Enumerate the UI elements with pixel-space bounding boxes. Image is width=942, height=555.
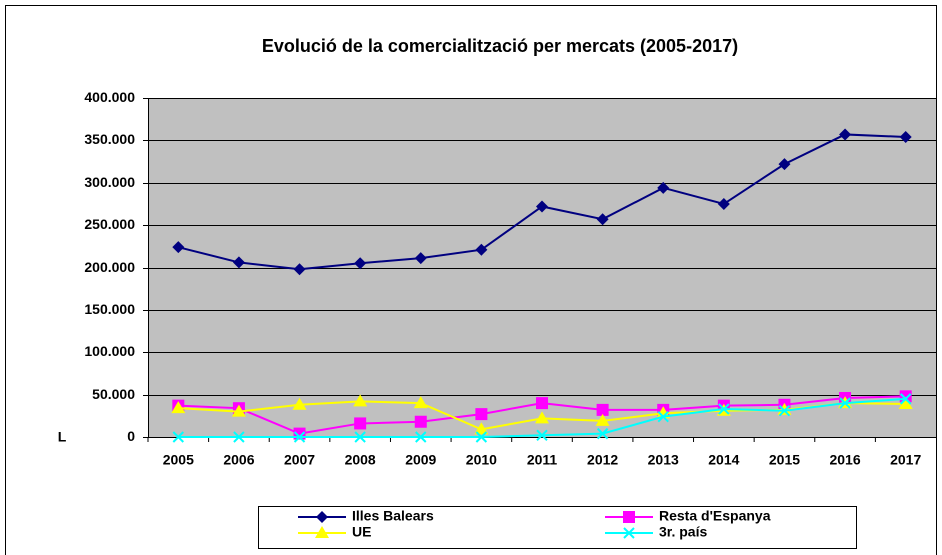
marker bbox=[292, 397, 307, 410]
x-tick-label: 2009 bbox=[405, 452, 436, 468]
marker bbox=[657, 181, 670, 194]
marker bbox=[536, 397, 548, 410]
marker bbox=[596, 427, 609, 440]
marker bbox=[293, 431, 306, 443]
marker bbox=[231, 404, 246, 417]
marker bbox=[415, 431, 427, 443]
marker bbox=[899, 393, 912, 405]
marker bbox=[536, 429, 548, 442]
marker bbox=[839, 128, 852, 141]
chart-border bbox=[5, 5, 937, 555]
x-tick-label: 2008 bbox=[345, 452, 376, 468]
x-tick-label: 2015 bbox=[769, 452, 800, 468]
x-tick-label: 2017 bbox=[890, 452, 921, 468]
y-tick-label: 400.000 bbox=[84, 89, 135, 105]
marker bbox=[293, 263, 306, 276]
x-tick-label: 2013 bbox=[648, 452, 679, 468]
x-tick-label: 2012 bbox=[587, 452, 618, 468]
marker bbox=[778, 405, 791, 417]
y-tick-label: 150.000 bbox=[84, 301, 135, 317]
marker bbox=[535, 411, 549, 424]
marker bbox=[898, 396, 913, 409]
marker bbox=[839, 397, 851, 409]
marker bbox=[623, 527, 635, 539]
marker bbox=[717, 197, 730, 210]
annotation: L bbox=[58, 429, 67, 445]
marker bbox=[353, 394, 368, 407]
marker bbox=[233, 431, 245, 443]
marker bbox=[354, 431, 366, 443]
marker bbox=[475, 243, 488, 256]
x-tick-label: 2010 bbox=[466, 452, 497, 468]
y-tick-label: 300.000 bbox=[84, 174, 135, 190]
marker bbox=[536, 200, 548, 213]
marker bbox=[623, 511, 635, 523]
marker bbox=[596, 213, 609, 226]
marker bbox=[718, 403, 730, 415]
legend-label: Resta d'Espanya bbox=[659, 508, 771, 524]
marker bbox=[778, 158, 791, 171]
legend-label: 3r. país bbox=[659, 524, 707, 540]
marker bbox=[777, 402, 792, 415]
chart-title: Evolució de la comercialització per merc… bbox=[262, 36, 738, 56]
marker bbox=[172, 431, 185, 443]
legend-label: Illes Balears bbox=[352, 508, 434, 524]
marker bbox=[171, 401, 186, 414]
x-tick-label: 2007 bbox=[284, 452, 315, 468]
marker bbox=[595, 413, 610, 426]
marker bbox=[354, 257, 367, 270]
marker bbox=[596, 403, 609, 416]
x-tick-label: 2005 bbox=[163, 452, 194, 468]
y-tick-label: 250.000 bbox=[84, 216, 135, 232]
marker bbox=[414, 252, 427, 265]
marker bbox=[413, 396, 428, 409]
x-tick-label: 2011 bbox=[527, 452, 558, 468]
marker bbox=[657, 410, 669, 423]
x-tick-label: 2006 bbox=[223, 452, 254, 468]
legend-box bbox=[258, 506, 857, 549]
marker bbox=[899, 130, 912, 143]
y-tick-label: 100.000 bbox=[84, 343, 135, 359]
x-tick-label: 2014 bbox=[708, 452, 739, 468]
y-tick-label: 350.000 bbox=[84, 131, 135, 147]
y-tick-label: 50.000 bbox=[92, 386, 135, 402]
marker bbox=[232, 256, 245, 269]
marker bbox=[414, 415, 427, 428]
marker bbox=[316, 511, 328, 523]
marker bbox=[172, 241, 185, 254]
marker bbox=[475, 408, 488, 421]
y-tick-label: 200.000 bbox=[84, 259, 135, 275]
y-tick-label: 0 bbox=[127, 428, 135, 444]
marker bbox=[474, 422, 489, 435]
legend-label: UE bbox=[352, 524, 371, 540]
marker bbox=[354, 417, 367, 430]
marker bbox=[315, 526, 329, 538]
x-tick-label: 2016 bbox=[829, 452, 860, 468]
marker bbox=[475, 431, 488, 443]
